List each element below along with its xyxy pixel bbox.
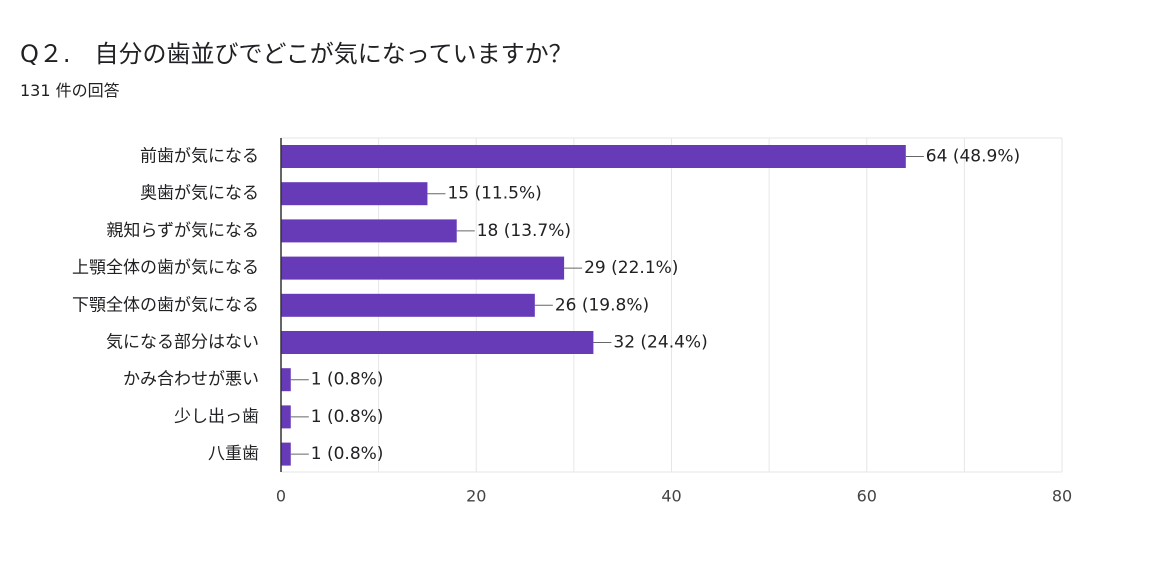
data-label: 26 (19.8%) [555, 295, 649, 315]
bars [281, 145, 906, 466]
category-label: 前歯が気になる [140, 147, 259, 167]
category-label: 奥歯が気になる [140, 184, 259, 204]
bar-8 [281, 442, 291, 466]
category-label: 少し出っ歯 [174, 407, 259, 427]
x-tick-label: 40 [661, 487, 681, 506]
data-label: 64 (48.9%) [926, 147, 1020, 167]
bar-6 [281, 368, 291, 392]
data-label: 32 (24.4%) [613, 333, 707, 353]
category-label: 上顎全体の歯が気になる [72, 258, 259, 278]
data-label: 15 (11.5%) [447, 184, 541, 204]
category-label: 親知らずが気になる [106, 221, 259, 241]
data-label: 1 (0.8%) [311, 407, 384, 427]
labels: 前歯が気になる 64 (48.9%) 奥歯が気になる 15 (11.5%) 親知らずが気… [72, 147, 1020, 465]
category-label: 下顎全体の歯が気になる [72, 295, 259, 315]
x-tick-label: 0 [276, 487, 286, 506]
bar-3 [281, 256, 565, 280]
bar-5 [281, 331, 594, 354]
category-label: 気になる部分はない [106, 333, 259, 353]
x-tick-label: 60 [857, 487, 877, 506]
bar-4 [281, 293, 535, 317]
x-tick-label: 20 [466, 487, 486, 506]
bar-7 [281, 405, 291, 429]
bar-0 [281, 145, 906, 168]
data-label: 18 (13.7%) [477, 221, 571, 241]
bar-2 [281, 219, 457, 243]
category-label: 八重歯 [208, 444, 259, 464]
gridlines [281, 137, 1063, 473]
axes: 0 20 40 60 80 [276, 138, 1072, 506]
data-label: 29 (22.1%) [584, 258, 678, 278]
question-title: Q２. 自分の歯並びでどこが気になっていますか？ [20, 40, 573, 68]
response-count: 131 件の回答 [20, 81, 120, 100]
x-tick-label: 80 [1052, 487, 1072, 506]
bar-1 [281, 182, 428, 206]
data-label: 1 (0.8%) [311, 370, 384, 390]
category-label: かみ合わせが悪い [123, 370, 259, 390]
data-label: 1 (0.8%) [311, 444, 384, 464]
